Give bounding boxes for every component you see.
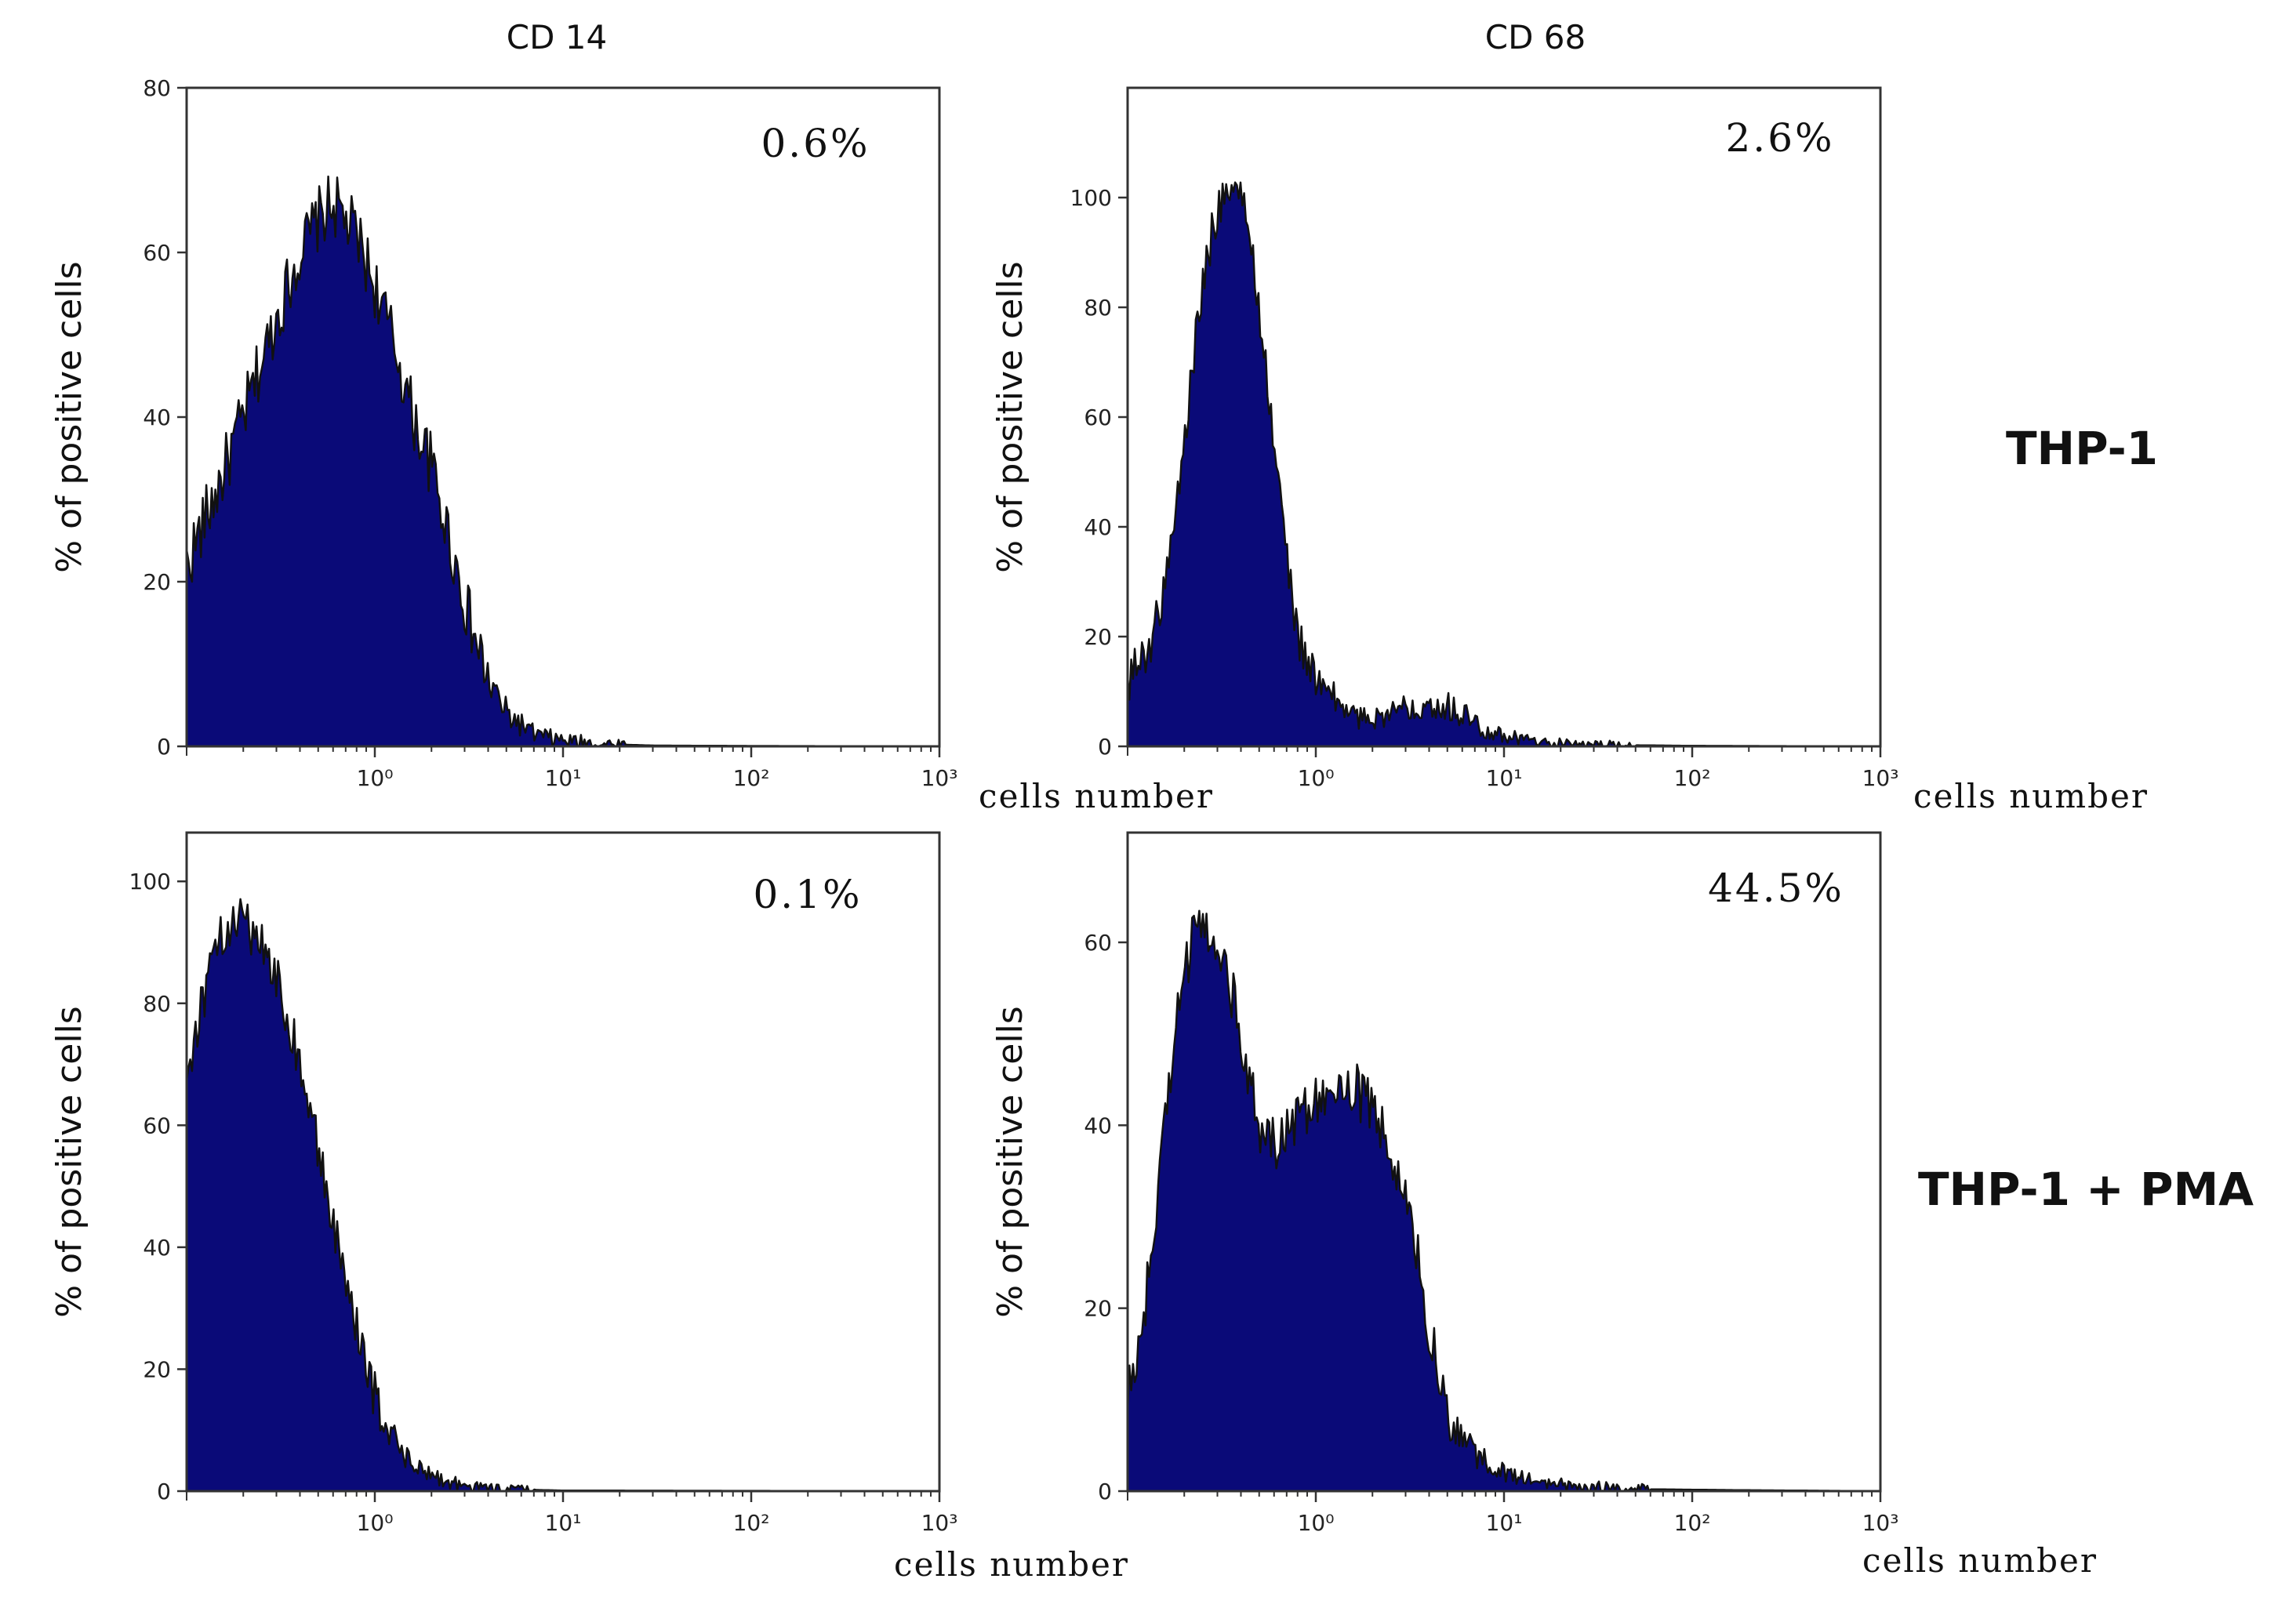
x-tick-label: 10⁰ <box>1298 765 1335 791</box>
percent-annotation: 44.5% <box>1708 866 1844 911</box>
y-tick-label: 40 <box>143 405 171 430</box>
x-tick-label: 10³ <box>921 1510 958 1536</box>
percent-annotation: 0.6% <box>761 121 870 166</box>
y-tick-label: 40 <box>1084 1112 1112 1138</box>
y-axis-label: % of positive cells <box>990 1006 1030 1317</box>
y-tick-label: 0 <box>157 734 171 760</box>
y-tick-label: 0 <box>1098 734 1112 760</box>
y-tick-label: 60 <box>1084 930 1112 956</box>
x-tick-label: 10² <box>733 1510 770 1536</box>
y-tick-label: 40 <box>143 1235 171 1261</box>
y-tick-label: 0 <box>157 1479 171 1504</box>
percent-annotation: 2.6% <box>1725 115 1834 161</box>
x-axis-label: cells number <box>1862 1541 2098 1580</box>
y-tick-label: 80 <box>1084 295 1112 321</box>
x-tick-label: 10² <box>733 765 770 791</box>
y-tick-label: 60 <box>143 1112 171 1138</box>
x-tick-label: 10¹ <box>1486 765 1523 791</box>
y-tick-label: 60 <box>143 240 171 266</box>
x-tick-label: 10⁰ <box>357 1510 394 1536</box>
x-tick-label: 10⁰ <box>1298 1510 1335 1536</box>
y-axis-label: % of positive cells <box>990 261 1030 572</box>
x-tick-label: 10³ <box>1862 1510 1899 1536</box>
y-tick-label: 100 <box>129 869 171 895</box>
y-axis-label: % of positive cells <box>49 261 89 572</box>
x-tick-label: 10² <box>1674 1510 1711 1536</box>
y-tick-label: 80 <box>143 991 171 1017</box>
x-tick-label: 10¹ <box>1486 1510 1523 1536</box>
histogram-panel: 0 20 40 60 80 10⁰ 10¹ 10² 10³ % of positive cells… <box>49 75 1214 815</box>
y-axis-label: % of positive cells <box>49 1006 89 1317</box>
histogram-panel: 0 20 40 60 10⁰ 10¹ 10² 10³ % of positive cells ce… <box>990 831 2098 1580</box>
y-tick-label: 80 <box>143 75 171 101</box>
x-tick-label: 10³ <box>1862 765 1899 791</box>
y-tick-label: 0 <box>1098 1479 1112 1504</box>
y-tick-label: 40 <box>1084 514 1112 540</box>
row-label-thp1-pma: THP-1 + PMA <box>1918 1163 2254 1216</box>
column-title-cd68: CD 68 <box>1485 18 1586 56</box>
x-tick-label: 10¹ <box>545 765 582 791</box>
percent-annotation: 0.1% <box>753 872 862 917</box>
x-axis-label: cells number <box>894 1545 1129 1584</box>
y-tick-label: 20 <box>1084 1296 1112 1322</box>
x-tick-label: 10³ <box>921 765 958 791</box>
y-tick-label: 100 <box>1070 185 1112 211</box>
histogram-panel: 0 20 40 60 80 100 10⁰ 10¹ 10² 10³ % of positive ce… <box>990 86 2149 815</box>
row-label-thp1: THP-1 <box>2006 422 2158 475</box>
y-tick-label: 20 <box>143 569 171 595</box>
x-axis-label: cells number <box>979 777 1214 815</box>
histogram-panel: 0 20 40 60 80 100 10⁰ 10¹ 10² 10³ % of positive ce… <box>49 831 1129 1584</box>
y-tick-label: 20 <box>143 1356 171 1382</box>
column-title-cd14: CD 14 <box>507 18 607 56</box>
y-tick-label: 60 <box>1084 405 1112 430</box>
x-tick-label: 10² <box>1674 765 1711 791</box>
x-tick-label: 10¹ <box>545 1510 582 1536</box>
x-axis-label: cells number <box>1913 777 2149 815</box>
y-tick-label: 20 <box>1084 624 1112 650</box>
histogram-panels: 0 20 40 60 80 10⁰ 10¹ 10² 10³ % of positive cells… <box>49 75 2149 1584</box>
x-tick-label: 10⁰ <box>357 765 394 791</box>
